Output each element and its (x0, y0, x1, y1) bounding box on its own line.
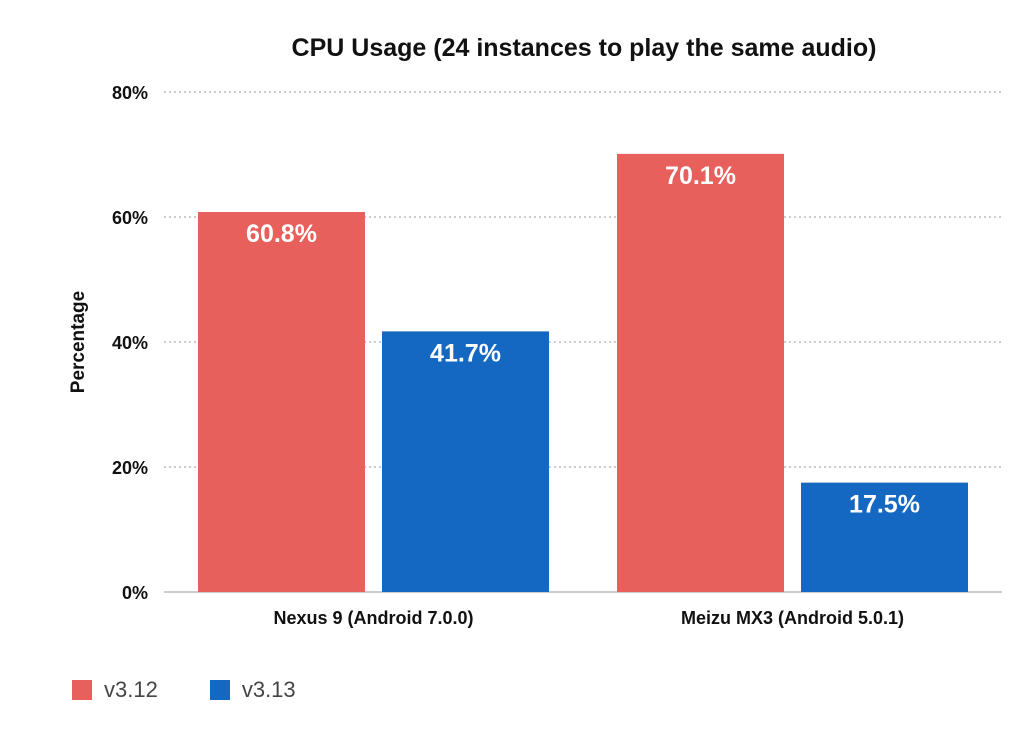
y-axis-ticks: 0% 20% 40% 60% 80% (112, 83, 148, 603)
y-tick-label: 80% (112, 83, 148, 103)
bar (617, 153, 784, 592)
bar (382, 331, 549, 592)
data-label: 41.7% (430, 339, 501, 367)
y-tick-label: 20% (112, 458, 148, 478)
x-tick-label: Nexus 9 (Android 7.0.0) (273, 608, 473, 628)
legend-item-v3-13: v3.13 (209, 677, 296, 703)
legend: v3.12 v3.13 (72, 677, 296, 703)
y-tick-label: 60% (112, 208, 148, 228)
legend-item-v3-12: v3.12 (72, 677, 158, 703)
x-axis-categories: Nexus 9 (Android 7.0.0) Meizu MX3 (Androi… (273, 608, 904, 628)
data-labels: 60.8% 41.7% 70.1% 17.5% (246, 162, 920, 519)
data-label: 60.8% (246, 220, 317, 248)
bars (198, 153, 968, 592)
data-label: 70.1% (665, 162, 736, 190)
bar (801, 482, 968, 592)
y-axis-label: Percentage (68, 291, 89, 393)
y-tick-label: 0% (122, 583, 148, 603)
data-label: 17.5% (849, 491, 920, 519)
legend-swatch (209, 680, 230, 700)
chart-title: CPU Usage (24 instances to play the same… (292, 34, 877, 62)
legend-label: v3.13 (241, 677, 296, 702)
x-tick-label: Meizu MX3 (Android 5.0.1) (681, 608, 904, 628)
legend-label: v3.12 (104, 677, 158, 702)
legend-swatch (72, 680, 92, 700)
bar (198, 212, 365, 592)
y-tick-label: 40% (112, 333, 148, 353)
